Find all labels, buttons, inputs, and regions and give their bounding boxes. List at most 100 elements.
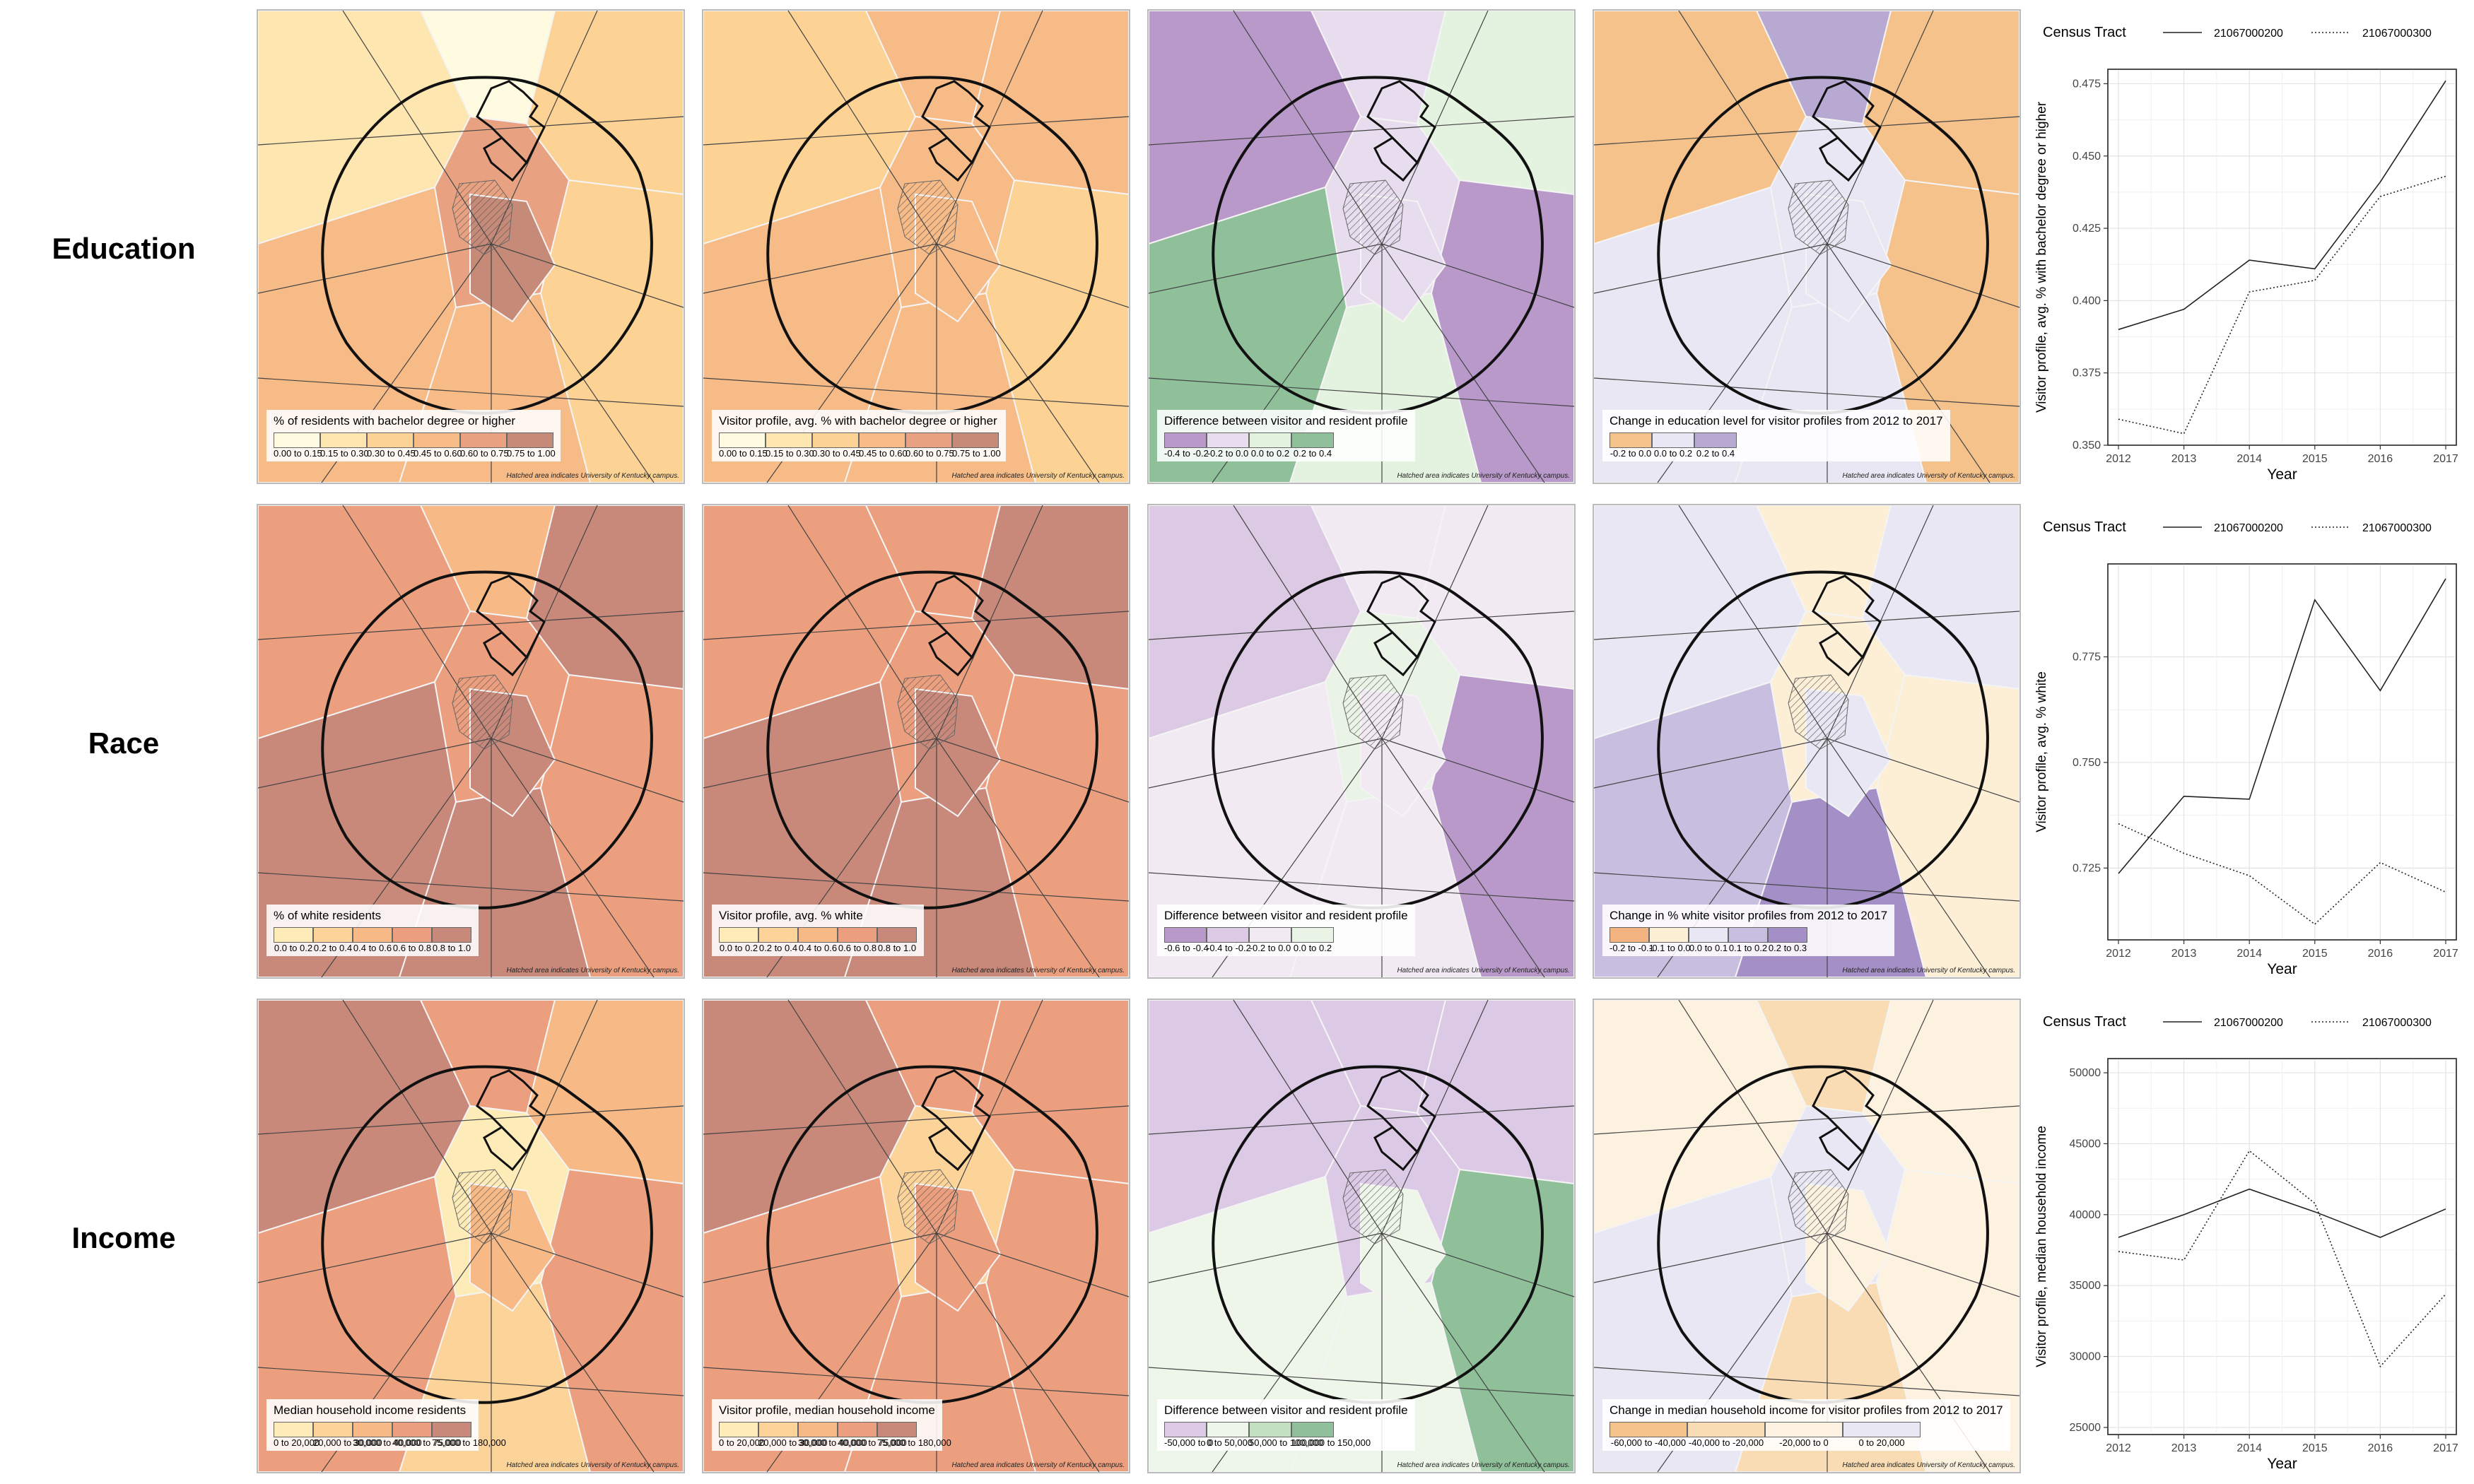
- campus-hatched-area: [1342, 674, 1404, 750]
- y-tick-label: 0.775: [2073, 652, 2101, 664]
- y-axis-label: Visitor profile, avg. % white: [2034, 671, 2049, 832]
- y-tick-label: 0.425: [2073, 223, 2101, 235]
- legend-series-label: 21067000200: [2214, 522, 2283, 534]
- legend-swatch: [1291, 1422, 1334, 1437]
- legend-class-label: 30,000 to 40,000: [798, 1437, 867, 1448]
- x-axis-label: Year: [2267, 466, 2297, 482]
- map-legend: Change in education level for visitor pr…: [1602, 410, 1950, 461]
- legend-swatch: [507, 432, 553, 448]
- map-race-1: % of white residents 0.0 to 0.2 0.2 to 0.4…: [257, 504, 685, 979]
- legend-series-label: 21067000300: [2362, 522, 2432, 534]
- row-label-income: Income: [71, 1221, 176, 1254]
- legend-class-label: 0.4 to 0.6: [353, 943, 392, 953]
- x-tick-label: 2015: [2302, 453, 2328, 465]
- y-tick-label: 0.475: [2073, 78, 2101, 90]
- legend-class-label: 0.0 to 0.2: [1653, 448, 1693, 459]
- road-line: [1827, 738, 2019, 803]
- y-tick-label: 0.375: [2073, 367, 2101, 379]
- plot-border: [2107, 1058, 2457, 1435]
- legend-swatch: [1164, 1422, 1207, 1437]
- legend-swatch: [320, 432, 367, 448]
- road-line: [1149, 377, 1574, 407]
- y-tick-label: 40000: [2070, 1209, 2101, 1221]
- map-legend: % of white residents 0.0 to 0.2 0.2 to 0.4…: [266, 905, 479, 956]
- choropleth-map: [258, 11, 684, 483]
- legend-swatch: [1610, 1422, 1687, 1437]
- y-tick-label: 35000: [2070, 1280, 2101, 1292]
- road-line: [1381, 243, 1545, 483]
- legend-class-label: -40,000 to -20,000: [1688, 1437, 1764, 1448]
- legend-class-label: 0 to 20,000: [1858, 1437, 1905, 1448]
- legend-swatch: [1610, 927, 1649, 943]
- census-tract-outline: [476, 1069, 546, 1154]
- legend-title: Difference between visitor and resident …: [1164, 909, 1408, 922]
- legend-class-label: 0.2 to 0.4: [758, 943, 798, 953]
- road-line: [703, 611, 1129, 640]
- legend-class-label: 0.75 to 1.00: [507, 448, 556, 459]
- map-legend: Change in median household income for vi…: [1602, 1399, 2010, 1451]
- campus-hatched-area: [1788, 674, 1849, 750]
- legend-class-label: 0 to 20,000: [719, 1437, 766, 1448]
- choropleth-map: [258, 505, 684, 977]
- legend-class-label: 0 to 50,000: [1207, 1437, 1253, 1448]
- census-tract-outline: [1366, 575, 1436, 659]
- census-tract-outline: [483, 631, 529, 677]
- plot-border: [2107, 563, 2457, 941]
- x-tick-label: 2017: [2433, 453, 2458, 465]
- road-line: [258, 1367, 684, 1396]
- legend-class-label: -60,000 to -40,000: [1610, 1437, 1687, 1448]
- legend-title: Visitor profile, avg. % with bachelor de…: [719, 414, 997, 428]
- map-education-2: Visitor profile, avg. % with bachelor de…: [702, 9, 1130, 484]
- legend-class-label: 30,000 to 40,000: [353, 1437, 422, 1448]
- map-race-4: Change in % white visitor profiles from …: [1593, 504, 2021, 979]
- legend-swatch: [432, 927, 471, 943]
- x-tick-label: 2017: [2433, 948, 2458, 960]
- x-tick-label: 2014: [2236, 453, 2262, 465]
- ring-road: [321, 1065, 653, 1404]
- x-tick-label: 2013: [2171, 453, 2197, 465]
- campus-hatched-area: [1788, 179, 1849, 255]
- row-label-race: Race: [88, 726, 160, 760]
- choropleth-map: [1594, 11, 2019, 483]
- road-line: [1149, 116, 1574, 146]
- choropleth-map: [1149, 505, 1574, 977]
- legend-series-label: 21067000300: [2362, 1017, 2432, 1029]
- legend-title: % of residents with bachelor degree or h…: [274, 414, 516, 428]
- census-tract-outline: [1819, 631, 1865, 677]
- road-line: [1594, 611, 2019, 640]
- road-line: [936, 1232, 1129, 1297]
- x-tick-label: 2012: [2106, 453, 2131, 465]
- legend-class-label: 0.2 to 0.4: [1293, 448, 1332, 459]
- legend-swatch: [1207, 927, 1249, 943]
- legend-swatch: [392, 927, 432, 943]
- road-line: [703, 872, 1129, 902]
- census-tract-outline: [476, 575, 546, 659]
- census-tract-outline: [1373, 631, 1419, 677]
- road-line: [258, 1232, 492, 1283]
- road-line: [703, 243, 937, 294]
- legend-series-label: 21067000200: [2214, 28, 2283, 40]
- map-footnote: Hatched area indicates University of Ken…: [506, 1461, 679, 1469]
- map-footnote: Hatched area indicates University of Ken…: [506, 967, 679, 974]
- legend-swatch: [353, 1422, 392, 1437]
- legend-class-label: -0.1 to 0.0: [1649, 943, 1691, 953]
- map-footnote: Hatched area indicates University of Ken…: [1842, 1461, 2015, 1469]
- legend-swatch: [905, 432, 952, 448]
- road-line: [258, 872, 684, 902]
- legend-swatch: [838, 1422, 877, 1437]
- map-footnote: Hatched area indicates University of Ken…: [1842, 472, 2015, 480]
- legend-class-label: 0.0 to 0.2: [719, 943, 758, 953]
- legend-title: % of white residents: [274, 909, 382, 922]
- road-line: [1594, 1367, 2019, 1396]
- ring-road: [766, 570, 1098, 909]
- road-line: [1594, 872, 2019, 902]
- campus-hatched-area: [1788, 1169, 1849, 1244]
- legend-swatch: [1687, 1422, 1765, 1437]
- legend-swatch: [1207, 432, 1249, 448]
- x-tick-label: 2016: [2368, 948, 2393, 960]
- road-line: [258, 377, 684, 407]
- legend-class-label: -0.4 to -0.2: [1207, 943, 1251, 953]
- legend-swatch: [1649, 927, 1689, 943]
- legend-swatch: [1694, 432, 1737, 448]
- legend-class-label: 0.00 to 0.15: [274, 448, 322, 459]
